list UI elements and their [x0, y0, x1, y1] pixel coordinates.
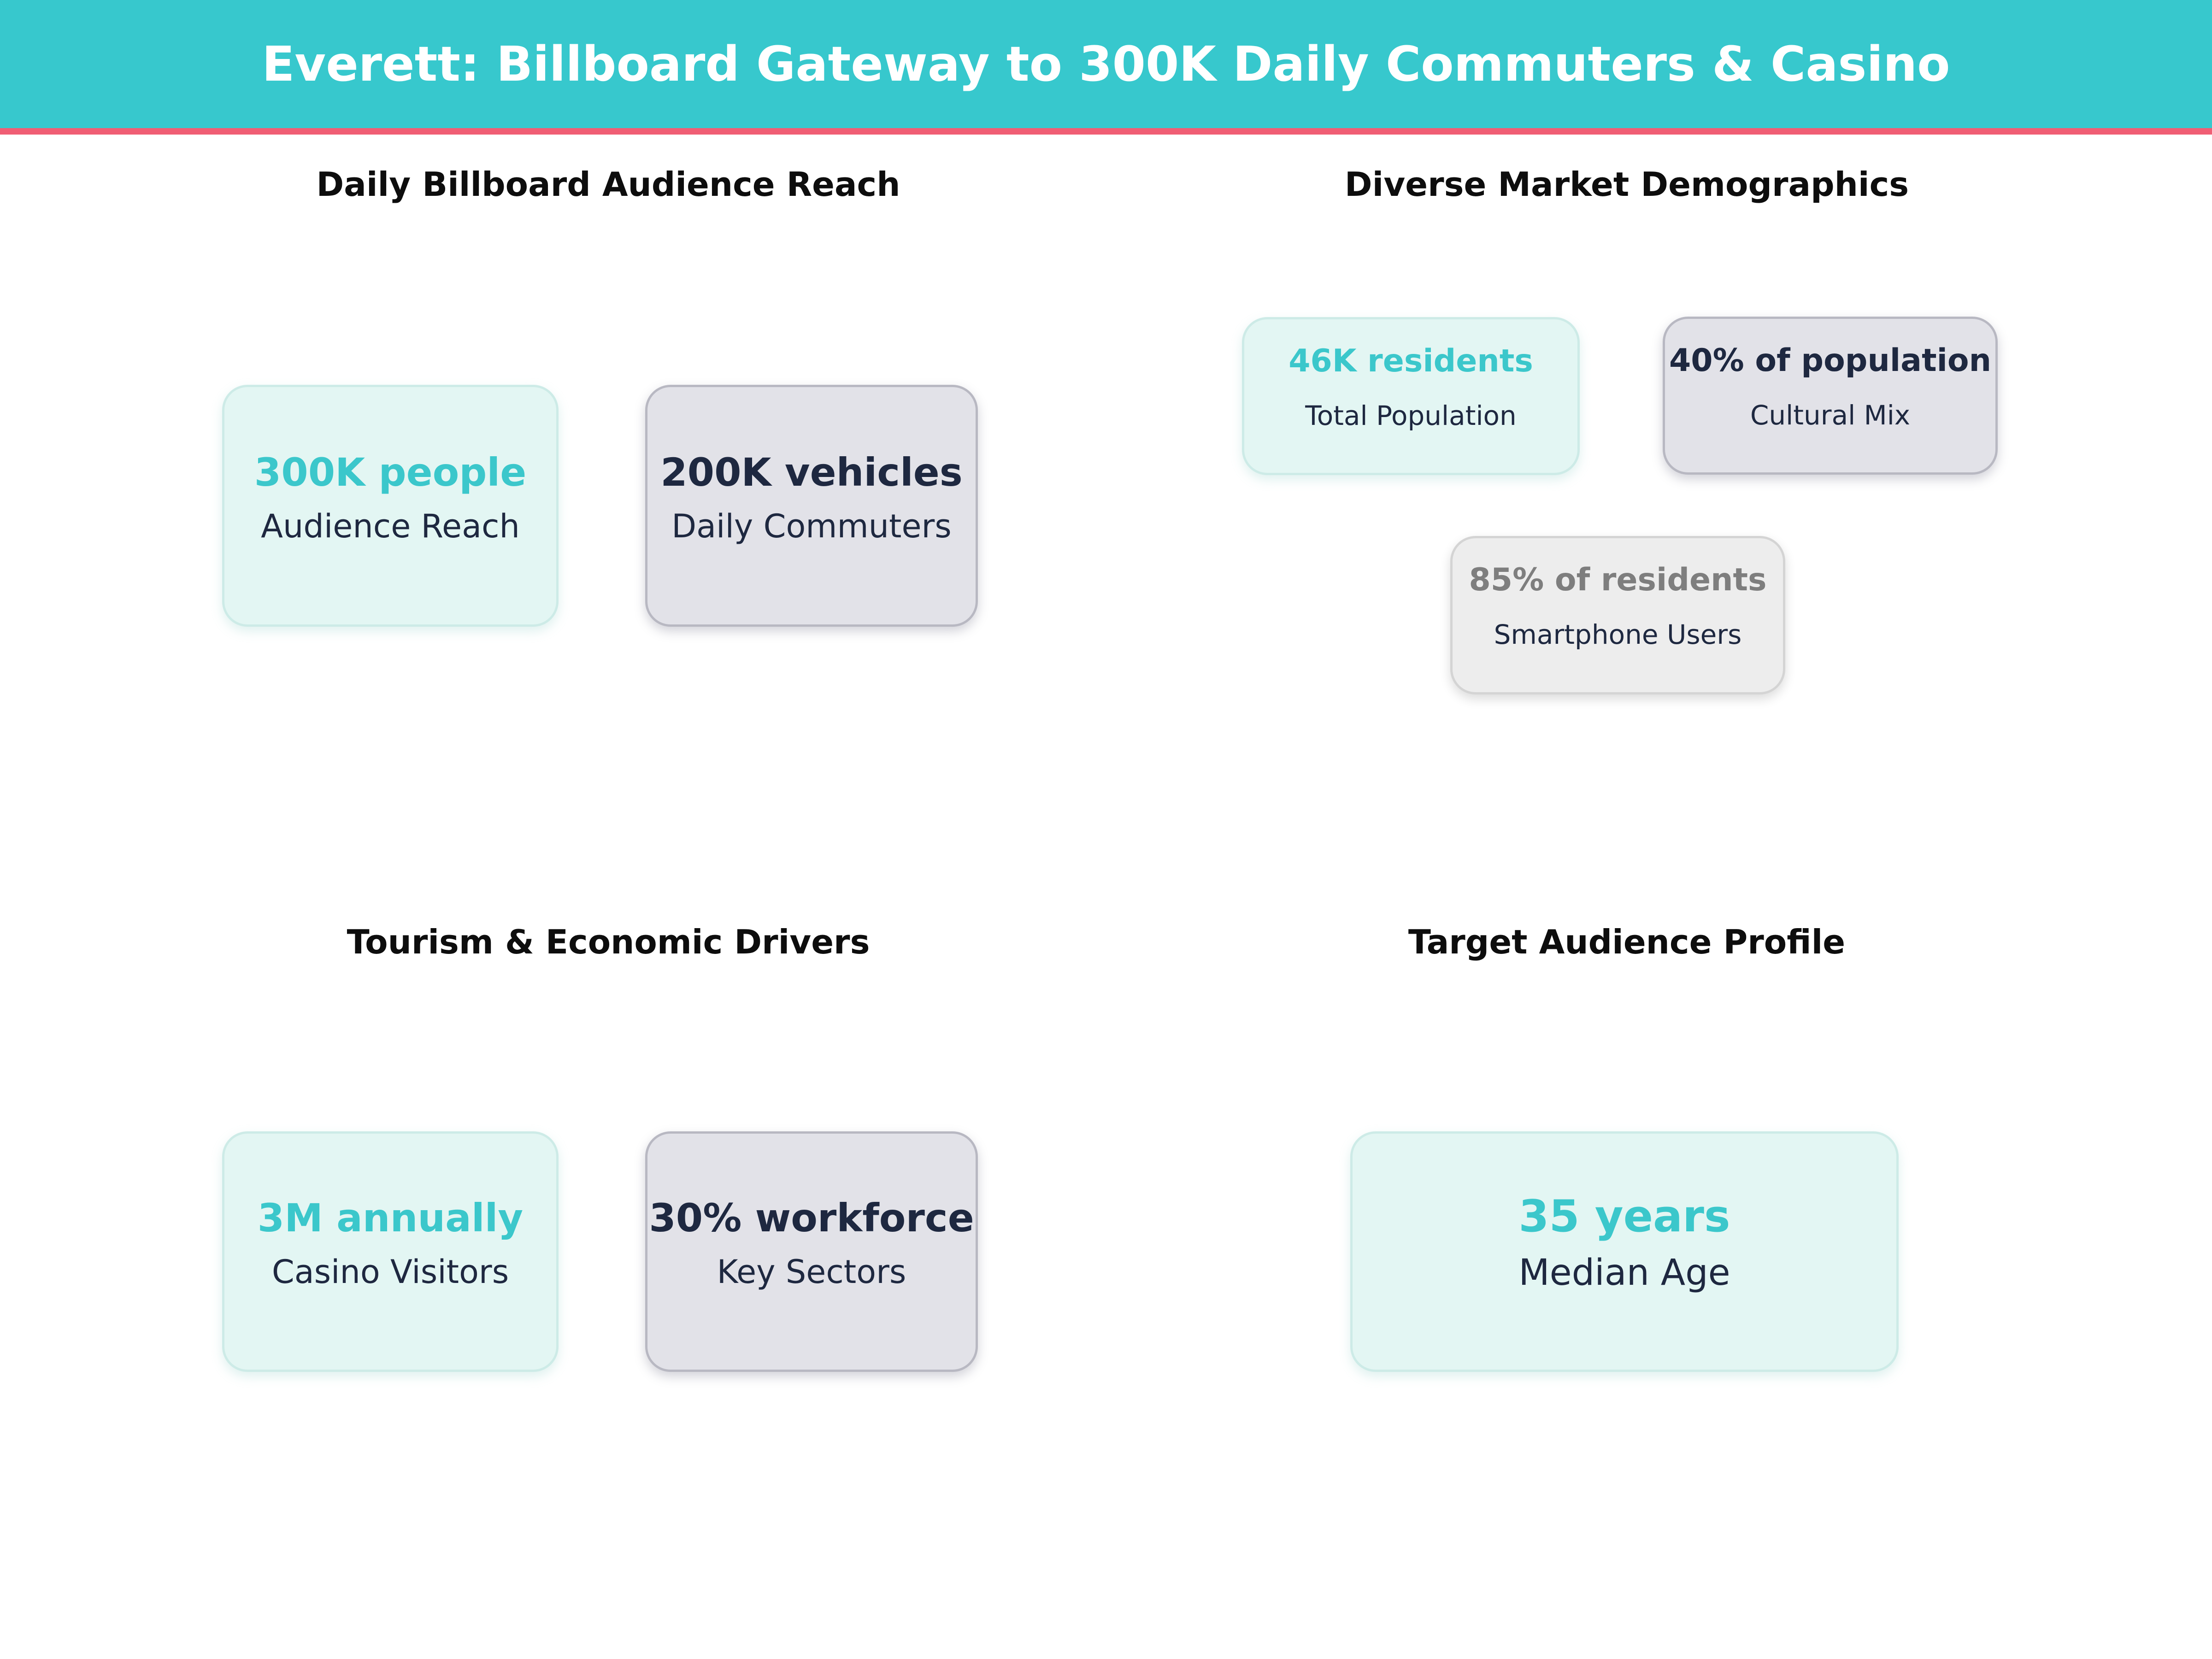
stat-label-total-population: Total Population	[1305, 400, 1517, 431]
stat-card-daily-commuters: 200K vehicles Daily Commuters	[645, 385, 978, 627]
stat-label-casino-visitors: Casino Visitors	[271, 1253, 509, 1291]
header-accent-line	[0, 128, 2212, 135]
stat-value-total-population: 46K residents	[1288, 342, 1533, 379]
stat-card-cultural-mix: 40% of population Cultural Mix	[1663, 317, 1998, 475]
stat-label-audience-reach: Audience Reach	[261, 507, 520, 545]
stat-card-audience-reach: 300K people Audience Reach	[222, 385, 559, 627]
header-banner: Everett: Billboard Gateway to 300K Daily…	[0, 0, 2212, 128]
stat-label-key-sectors: Key Sectors	[717, 1253, 906, 1291]
stat-card-total-population: 46K residents Total Population	[1242, 317, 1580, 475]
stat-value-audience-reach: 300K people	[254, 449, 527, 495]
stat-value-median-age: 35 years	[1518, 1191, 1730, 1242]
stat-value-key-sectors: 30% workforce	[649, 1195, 974, 1241]
stat-card-key-sectors: 30% workforce Key Sectors	[645, 1131, 978, 1372]
stat-value-smartphone-users: 85% of residents	[1469, 562, 1767, 599]
stat-card-median-age: 35 years Median Age	[1350, 1131, 1899, 1372]
section-title-audience-reach: Daily Billboard Audience Reach	[316, 165, 900, 204]
section-title-demographics: Diverse Market Demographics	[1344, 165, 1909, 204]
stat-label-smartphone-users: Smartphone Users	[1494, 619, 1742, 651]
section-title-tourism: Tourism & Economic Drivers	[347, 923, 870, 961]
stat-value-daily-commuters: 200K vehicles	[660, 449, 963, 495]
stat-value-casino-visitors: 3M annually	[257, 1195, 524, 1241]
stat-label-cultural-mix: Cultural Mix	[1750, 399, 1911, 431]
page-title: Everett: Billboard Gateway to 300K Daily…	[262, 36, 1950, 92]
stat-card-casino-visitors: 3M annually Casino Visitors	[222, 1131, 559, 1372]
stat-label-daily-commuters: Daily Commuters	[671, 507, 952, 545]
stat-label-median-age: Median Age	[1518, 1252, 1730, 1294]
stat-value-cultural-mix: 40% of population	[1669, 342, 1992, 379]
section-title-audience-profile: Target Audience Profile	[1408, 923, 1846, 961]
stat-card-smartphone-users: 85% of residents Smartphone Users	[1450, 536, 1785, 694]
